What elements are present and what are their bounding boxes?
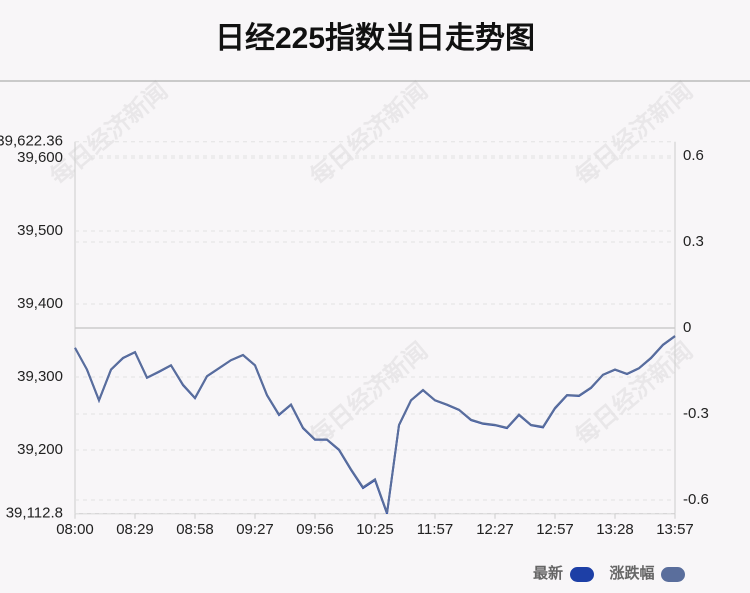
x-tick-label: 09:56: [296, 521, 334, 538]
y-tick-label: 39,600: [17, 149, 63, 166]
x-tick-label: 13:57: [656, 521, 694, 538]
legend-label: 涨跌幅: [609, 564, 654, 582]
x-tick-label: 09:27: [236, 521, 274, 538]
x-tick-label: 13:28: [596, 521, 634, 538]
y-tick-label: 39,500: [17, 222, 63, 239]
y-tick-label: 39,200: [17, 441, 63, 458]
y2-tick-label: -0.6: [683, 491, 709, 508]
y-tick-label: 39,622.36: [0, 133, 63, 150]
y2-tick-label: 0: [683, 319, 691, 336]
legend-label: 最新: [533, 564, 563, 582]
y2-tick-label: 0.6: [683, 147, 704, 164]
x-tick-label: 08:29: [116, 521, 154, 538]
x-tick-label: 08:00: [56, 521, 94, 538]
y-tick-label: 39,112.8: [6, 505, 63, 522]
x-tick-label: 08:58: [176, 521, 214, 538]
legend-swatch: [570, 567, 594, 582]
series-line: [74, 335, 676, 514]
x-tick-label: 12:27: [476, 521, 514, 538]
x-tick-label: 12:57: [536, 521, 574, 538]
x-tick-label: 10:25: [356, 521, 394, 538]
y2-tick-label: -0.3: [683, 405, 709, 422]
y-tick-label: 39,400: [17, 295, 63, 312]
legend-swatch: [661, 567, 685, 582]
chart-title: 日经225指数当日走势图: [215, 21, 535, 55]
y2-tick-label: 0.3: [683, 233, 704, 250]
y-tick-label: 39,300: [17, 368, 63, 385]
x-tick-label: 11:57: [417, 521, 453, 538]
